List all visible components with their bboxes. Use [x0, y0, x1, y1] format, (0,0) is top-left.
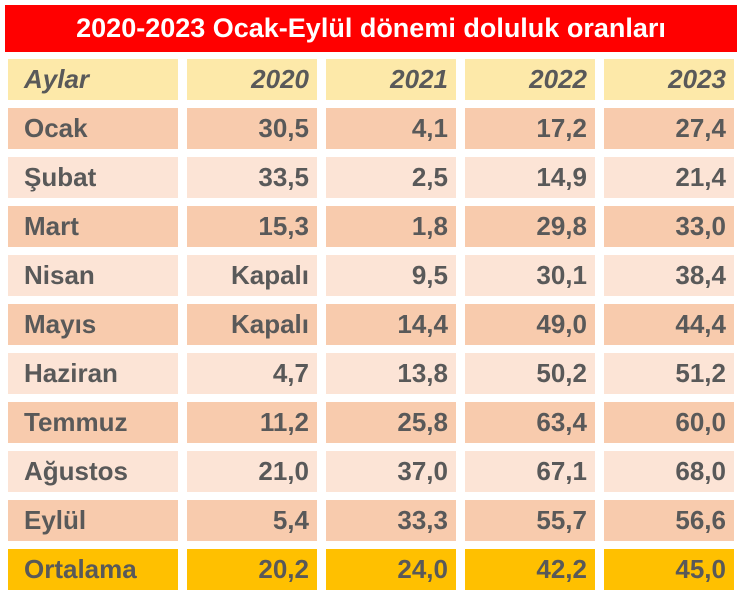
table-cell: 15,3 [187, 206, 317, 247]
table-cell: 30,1 [465, 255, 595, 296]
table-cell: Ocak [8, 108, 178, 149]
table-cell: Eylül [8, 500, 178, 541]
table-cell: 25,8 [326, 402, 456, 443]
table-cell: 1,8 [326, 206, 456, 247]
table-cell: Ortalama [8, 549, 178, 590]
table-cell: 20,2 [187, 549, 317, 590]
table-cell: 56,6 [604, 500, 734, 541]
table-cell: 21,0 [187, 451, 317, 492]
table-cell: 33,5 [187, 157, 317, 198]
table-cell: 4,1 [326, 108, 456, 149]
title: 2020-2023 Ocak-Eylül dönemi doluluk oran… [5, 5, 737, 52]
table-cell: 17,2 [465, 108, 595, 149]
table-cell: Mart [8, 206, 178, 247]
table-cell: 14,4 [326, 304, 456, 345]
table-cell: Nisan [8, 255, 178, 296]
table-cell: 68,0 [604, 451, 734, 492]
table-cell: Aylar [8, 59, 178, 100]
table-cell: 33,0 [604, 206, 734, 247]
table-cell: 49,0 [465, 304, 595, 345]
table-cell: Şubat [8, 157, 178, 198]
table-cell: 45,0 [604, 549, 734, 590]
table-cell: 2023 [604, 59, 734, 100]
table-cell: 38,4 [604, 255, 734, 296]
table-cell: 29,8 [465, 206, 595, 247]
table-cell: 63,4 [465, 402, 595, 443]
table-cell: Mayıs [8, 304, 178, 345]
table-cell: 30,5 [187, 108, 317, 149]
table: Aylar 2020 2021 2022 2023 Ocak 30,5 4,1 17,2 27,4… [8, 59, 734, 590]
table-cell: Kapalı [187, 304, 317, 345]
table-cell: 13,8 [326, 353, 456, 394]
table-cell: 50,2 [465, 353, 595, 394]
table-cell: 51,2 [604, 353, 734, 394]
table-cell: 37,0 [326, 451, 456, 492]
table-cell: 9,5 [326, 255, 456, 296]
table-cell: 11,2 [187, 402, 317, 443]
table-cell: 5,4 [187, 500, 317, 541]
table-cell: 55,7 [465, 500, 595, 541]
table-cell: 33,3 [326, 500, 456, 541]
table-cell: 2020 [187, 59, 317, 100]
table-cell: 4,7 [187, 353, 317, 394]
table-cell: 2,5 [326, 157, 456, 198]
table-cell: 42,2 [465, 549, 595, 590]
table-cell: 27,4 [604, 108, 734, 149]
table-cell: 24,0 [326, 549, 456, 590]
table-cell: Ağustos [8, 451, 178, 492]
table-cell: Haziran [8, 353, 178, 394]
table-cell: 44,4 [604, 304, 734, 345]
table-cell: 67,1 [465, 451, 595, 492]
table-cell: Kapalı [187, 255, 317, 296]
table-cell: 21,4 [604, 157, 734, 198]
table-cell: 60,0 [604, 402, 734, 443]
table-cell: 2022 [465, 59, 595, 100]
table-cell: Temmuz [8, 402, 178, 443]
table-cell: 2021 [326, 59, 456, 100]
table-cell: 14,9 [465, 157, 595, 198]
